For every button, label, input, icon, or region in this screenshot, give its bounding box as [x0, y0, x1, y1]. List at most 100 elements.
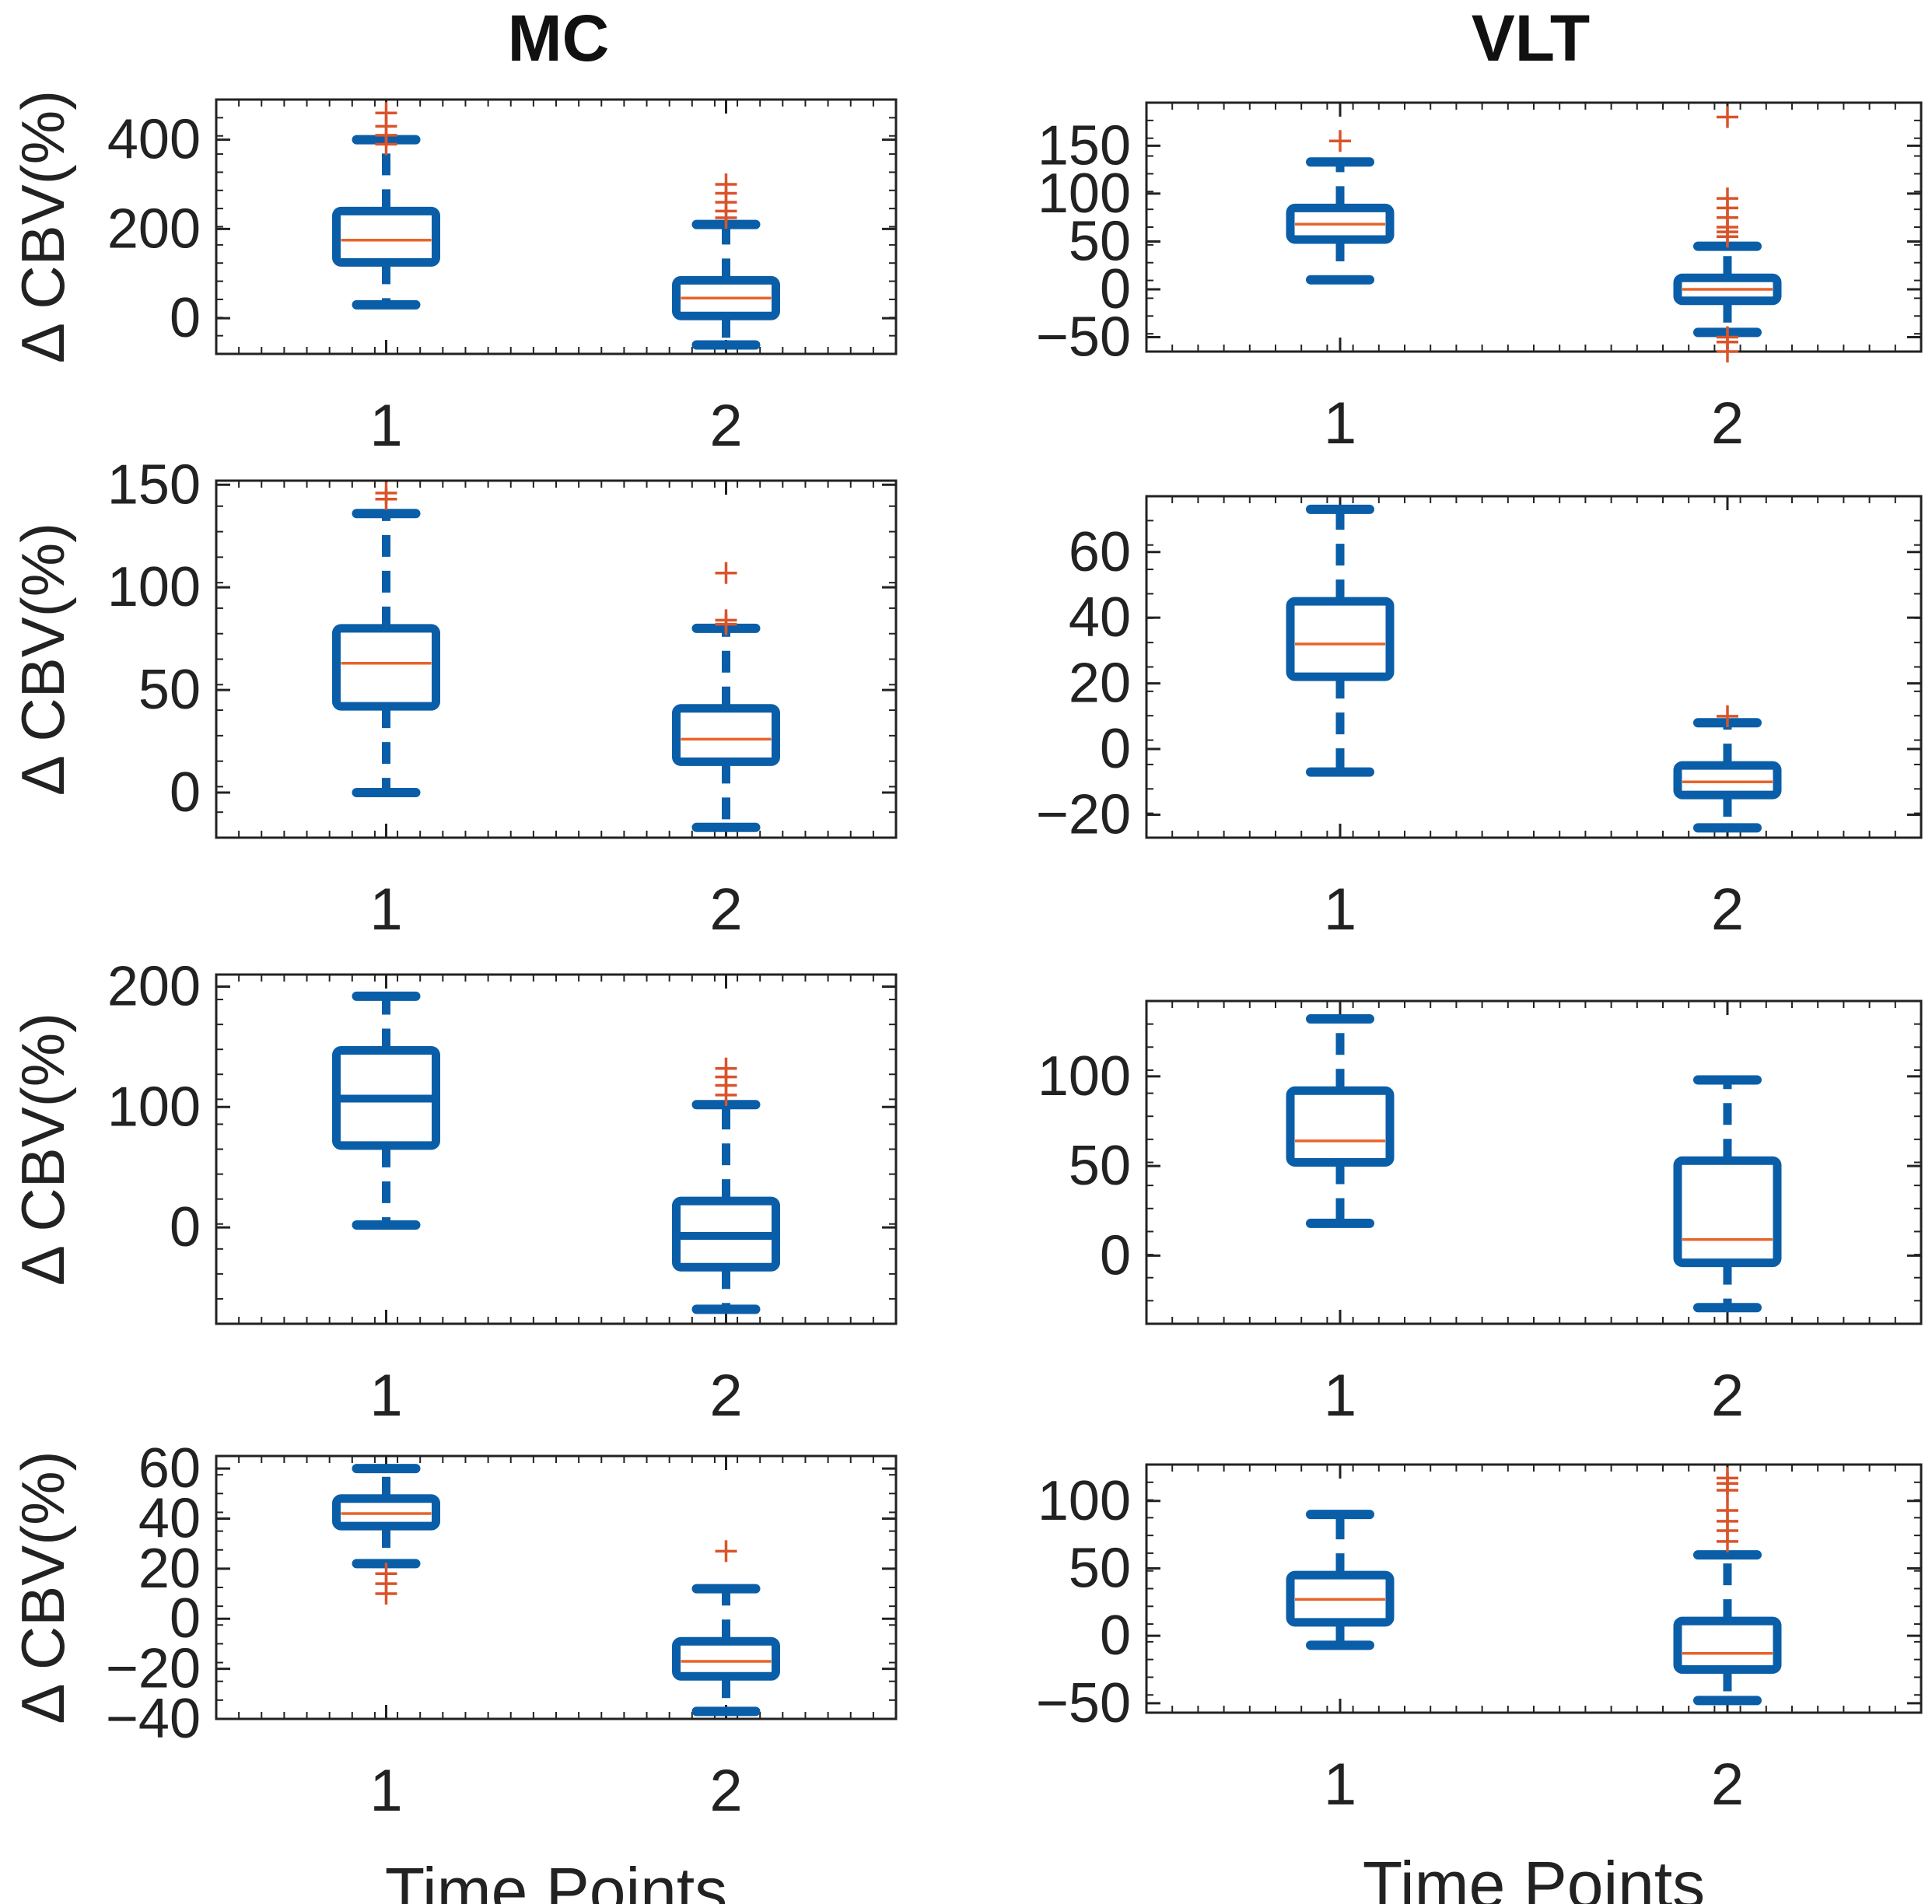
- box-mc-row-3-time-1: [332, 991, 440, 1230]
- box-mc-row-4-time-1: [332, 1464, 440, 1605]
- x-tick-label: 2: [709, 1363, 742, 1429]
- box-vlt-row-2-time-2: [1673, 705, 1782, 833]
- outlier-marker: [375, 1563, 397, 1585]
- box-vlt-row-4-time-2: [1673, 1467, 1782, 1706]
- y-tick-label: 150: [107, 453, 201, 516]
- outlier-marker: [715, 1057, 737, 1080]
- box-mc-row-1-time-2: [672, 173, 780, 350]
- outlier-marker: [715, 1540, 737, 1563]
- box-vlt-row-3-time-2: [1673, 1075, 1782, 1313]
- x-tick-label: 1: [369, 877, 402, 943]
- y-tick-label: 60: [1069, 521, 1131, 583]
- y-tick-label: 0: [170, 1587, 201, 1650]
- y-tick-label: 0: [1100, 1224, 1131, 1286]
- outlier-marker: [715, 609, 737, 632]
- interquartile-box: [1673, 1616, 1782, 1675]
- x-tick-label: 1: [369, 393, 402, 459]
- y-tick-label: 60: [138, 1437, 201, 1500]
- interquartile-box: [1286, 1086, 1395, 1167]
- y-axis-label: Δ CBV(%): [9, 90, 77, 363]
- box-mc-row-1-time-1: [332, 102, 440, 310]
- y-tick-label: 0: [170, 1196, 201, 1258]
- subplot-mc-row-2: 0 50 100 150 1 2 Δ CBV(%): [9, 453, 898, 943]
- y-tick-label: 20: [1069, 653, 1131, 715]
- interquartile-box: [332, 624, 440, 711]
- x-tick-label: 1: [1324, 390, 1356, 457]
- y-tick-label: 400: [107, 109, 201, 171]
- x-tick-label: 1: [1324, 1752, 1356, 1818]
- interquartile-box: [1286, 597, 1395, 681]
- box-mc-row-3-time-2: [672, 1057, 780, 1314]
- x-tick-label: 1: [369, 1363, 402, 1429]
- outlier-marker: [375, 481, 397, 504]
- column-title-vlt: VLT: [1472, 2, 1590, 75]
- y-tick-label: −50: [1036, 1672, 1131, 1734]
- y-axis-label: Δ CBV(%): [9, 523, 77, 796]
- y-tick-label: 40: [138, 1487, 201, 1549]
- box-vlt-row-2-time-1: [1286, 504, 1395, 777]
- subplot-mc-row-1: 0 200 400 1 2 Δ CBV(%): [9, 90, 898, 459]
- y-tick-label: 50: [1069, 1135, 1131, 1197]
- y-tick-label: 0: [170, 761, 201, 824]
- y-tick-label: 100: [1038, 163, 1131, 225]
- y-tick-label: 20: [138, 1538, 201, 1600]
- box-mc-row-4-time-2: [672, 1540, 780, 1717]
- y-tick-label: 100: [1038, 1045, 1131, 1108]
- interquartile-box: [1673, 761, 1782, 800]
- y-tick-label: 0: [1100, 718, 1131, 780]
- y-tick-label: 0: [170, 287, 201, 349]
- x-tick-label: 2: [1711, 1363, 1744, 1429]
- y-axis-label: Δ CBV(%): [9, 1451, 77, 1724]
- outlier-marker: [1329, 130, 1351, 152]
- y-tick-label: −40: [106, 1688, 201, 1750]
- y-tick-label: 100: [1038, 1470, 1131, 1532]
- outlier-marker: [715, 562, 737, 584]
- y-tick-label: 0: [1100, 258, 1131, 320]
- interquartile-box: [672, 704, 780, 766]
- column-title-mc: MC: [508, 2, 610, 75]
- x-axis-label: Time Points: [1363, 1848, 1705, 1904]
- outlier-marker: [1717, 1467, 1738, 1489]
- y-tick-label: 50: [1069, 210, 1131, 272]
- outlier-marker: [1717, 341, 1738, 362]
- outlier-marker: [1717, 187, 1738, 210]
- x-tick-label: 1: [1324, 877, 1356, 943]
- x-tick-label: 1: [369, 1758, 402, 1824]
- box-vlt-row-1-time-2: [1673, 106, 1782, 362]
- interquartile-box: [1673, 1156, 1782, 1268]
- y-tick-label: 200: [107, 198, 201, 260]
- y-tick-label: −50: [1036, 306, 1131, 369]
- y-axis-label: Δ CBV(%): [9, 1013, 77, 1286]
- y-tick-label: 100: [107, 556, 201, 618]
- box-vlt-row-1-time-1: [1286, 130, 1395, 285]
- box-mc-row-2-time-2: [672, 562, 780, 832]
- x-tick-label: 2: [709, 877, 742, 943]
- y-tick-label: 150: [1038, 114, 1131, 177]
- interquartile-box: [672, 1636, 780, 1681]
- y-tick-label: 100: [107, 1076, 201, 1138]
- subplot-vlt-row-3: 0 50 100 1 2: [1038, 999, 1923, 1429]
- interquartile-box: [332, 206, 440, 267]
- y-tick-label: 50: [138, 659, 201, 721]
- box-mc-row-2-time-1: [332, 481, 440, 797]
- outlier-marker: [1717, 705, 1738, 727]
- x-tick-label: 1: [1324, 1363, 1356, 1429]
- x-tick-label: 2: [709, 1758, 742, 1824]
- y-tick-label: 0: [1100, 1605, 1131, 1667]
- x-axis-label: Time Points: [385, 1854, 727, 1904]
- outlier-marker: [715, 173, 737, 195]
- y-tick-label: −20: [1036, 783, 1131, 845]
- outlier-marker: [1717, 106, 1738, 128]
- y-tick-label: 50: [1069, 1537, 1131, 1599]
- y-tick-label: −20: [106, 1638, 201, 1700]
- x-tick-label: 2: [1711, 1752, 1744, 1818]
- box-vlt-row-4-time-1: [1286, 1510, 1395, 1650]
- y-tick-label: 200: [107, 955, 201, 1017]
- y-tick-label: 40: [1069, 586, 1131, 649]
